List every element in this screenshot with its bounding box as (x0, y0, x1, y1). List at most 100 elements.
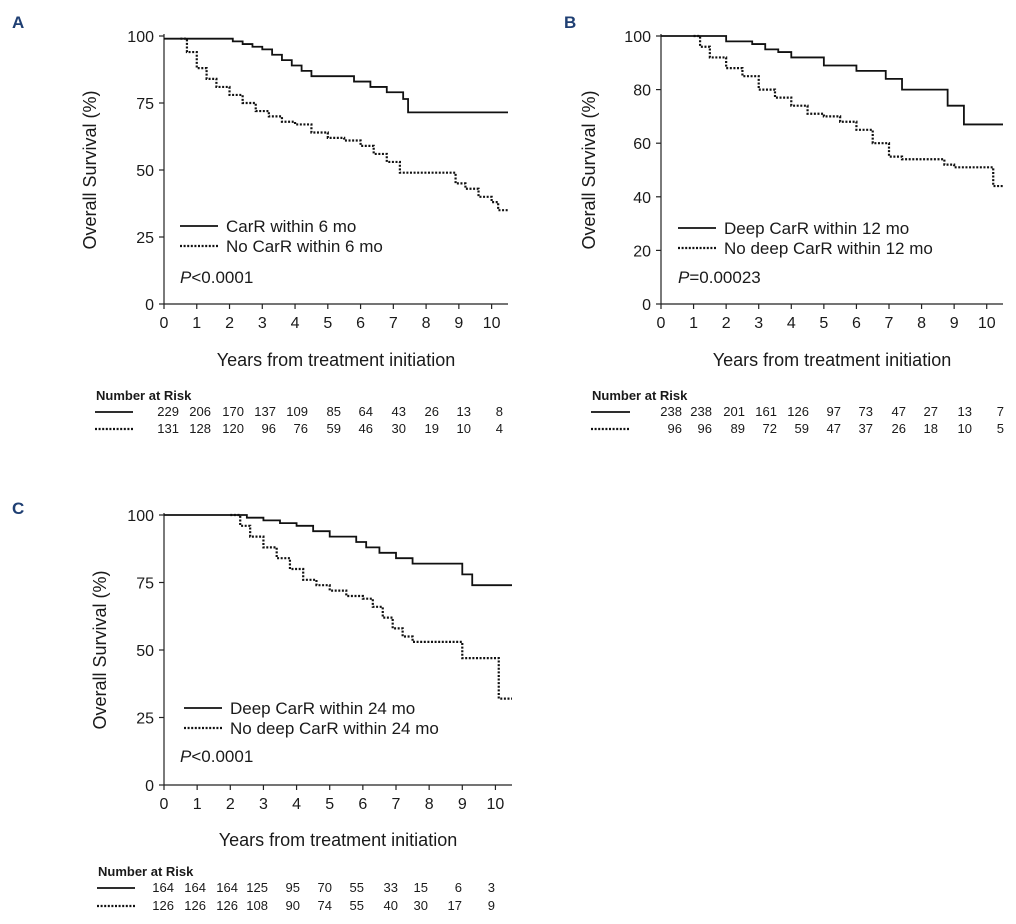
x-tick-label: 6 (358, 796, 367, 813)
y-tick-label: 100 (127, 508, 154, 525)
y-tick-label: 20 (633, 243, 651, 260)
risk-count: 33 (384, 880, 398, 895)
x-tick-label: 2 (722, 315, 731, 332)
x-tick-label: 8 (425, 796, 434, 813)
risk-count: 89 (731, 421, 745, 436)
risk-count: 109 (286, 404, 308, 419)
x-axis-label: Years from treatment initiation (217, 350, 455, 370)
y-tick-label: 75 (136, 576, 154, 593)
x-axis-label: Years from treatment initiation (713, 350, 951, 370)
x-tick-label: 5 (323, 315, 332, 332)
risk-count: 64 (359, 404, 373, 419)
x-tick-label: 1 (689, 315, 698, 332)
x-tick-label: 8 (917, 315, 926, 332)
x-tick-label: 4 (787, 315, 796, 332)
panel-c: C 0 25 50 75 100 0 1 2 3 4 5 6 7 8 9 10 Overall Survival … (0, 462, 512, 914)
risk-count: 17 (448, 898, 462, 913)
p-value-letter: P (678, 268, 690, 287)
p-value: P<0.0001 (180, 747, 253, 766)
y-axis-label: Overall Survival (%) (579, 90, 599, 249)
panel-label: C (12, 499, 24, 518)
panel-a: A 0 25 50 75 100 0 1 2 3 4 5 6 7 8 9 10 Overall Survival … (0, 0, 508, 452)
risk-count: 30 (392, 421, 406, 436)
x-tick-label: 9 (454, 315, 463, 332)
risk-count: 120 (222, 421, 244, 436)
legend-label: No deep CarR within 24 mo (230, 719, 439, 738)
y-tick-label: 40 (633, 190, 651, 207)
y-axis-label: Overall Survival (%) (80, 90, 100, 249)
x-tick-label: 0 (160, 796, 169, 813)
p-value: P<0.0001 (180, 268, 253, 287)
risk-count: 47 (892, 404, 906, 419)
legend-label: CarR within 6 mo (226, 217, 356, 236)
risk-count: 9 (488, 898, 495, 913)
risk-count: 108 (246, 898, 268, 913)
y-tick-label: 25 (136, 230, 154, 247)
y-tick-label: 0 (145, 778, 154, 795)
risk-count: 206 (189, 404, 211, 419)
y-tick-label: 80 (633, 83, 651, 100)
risk-count: 37 (859, 421, 873, 436)
x-tick-label: 3 (258, 315, 267, 332)
x-tick-label: 6 (356, 315, 365, 332)
risk-count: 76 (294, 421, 308, 436)
risk-count: 10 (457, 421, 471, 436)
x-tick-label: 0 (160, 315, 169, 332)
risk-count: 47 (827, 421, 841, 436)
risk-count: 30 (414, 898, 428, 913)
risk-count: 126 (787, 404, 809, 419)
risk-count: 128 (189, 421, 211, 436)
risk-count: 96 (698, 421, 712, 436)
risk-count: 164 (152, 880, 174, 895)
risk-count: 126 (184, 898, 206, 913)
risk-count: 46 (359, 421, 373, 436)
survival-curve-solid (164, 37, 508, 114)
p-value-number: =0.00023 (689, 268, 760, 287)
y-tick-label: 75 (136, 96, 154, 113)
risk-count: 238 (660, 404, 682, 419)
survival-curve-solid (164, 514, 512, 587)
risk-count: 5 (997, 421, 1004, 436)
risk-count: 137 (254, 404, 276, 419)
p-value-letter: P (180, 268, 192, 287)
risk-count: 161 (755, 404, 777, 419)
risk-count: 8 (496, 404, 503, 419)
x-tick-label: 1 (192, 315, 201, 332)
x-tick-label: 7 (392, 796, 401, 813)
risk-count: 164 (216, 880, 238, 895)
x-tick-label: 4 (292, 796, 301, 813)
x-tick-label: 3 (259, 796, 268, 813)
risk-count: 15 (414, 880, 428, 895)
risk-count: 97 (827, 404, 841, 419)
legend-label: No CarR within 6 mo (226, 237, 383, 256)
x-tick-label: 5 (325, 796, 334, 813)
risk-count: 43 (392, 404, 406, 419)
x-tick-label: 7 (389, 315, 398, 332)
panel-b: B 0 20 40 60 80 100 0 1 2 3 4 5 6 7 8 9 10 Overall Surviva… (500, 0, 1004, 452)
survival-chart-c: C 0 25 50 75 100 0 1 2 3 4 5 6 7 8 9 10 Overall Survival … (12, 499, 512, 913)
x-tick-label: 10 (978, 315, 996, 332)
risk-count: 40 (384, 898, 398, 913)
panel-label: B (564, 13, 576, 32)
risk-count: 73 (859, 404, 873, 419)
x-tick-label: 2 (226, 796, 235, 813)
risk-count: 59 (795, 421, 809, 436)
risk-count: 18 (924, 421, 938, 436)
x-tick-label: 10 (483, 315, 501, 332)
risk-count: 4 (496, 421, 503, 436)
y-tick-label: 25 (136, 711, 154, 728)
x-tick-label: 9 (950, 315, 959, 332)
p-value-number: <0.0001 (191, 268, 253, 287)
survival-curve-solid (661, 35, 1003, 126)
risk-table-title: Number at Risk (98, 864, 194, 879)
legend-label: No deep CarR within 12 mo (724, 239, 933, 258)
legend-label: Deep CarR within 24 mo (230, 699, 415, 718)
risk-count: 10 (958, 421, 972, 436)
x-tick-label: 8 (422, 315, 431, 332)
y-tick-label: 0 (145, 297, 154, 314)
risk-count: 170 (222, 404, 244, 419)
risk-count: 74 (318, 898, 332, 913)
risk-count: 126 (152, 898, 174, 913)
risk-count: 96 (668, 421, 682, 436)
